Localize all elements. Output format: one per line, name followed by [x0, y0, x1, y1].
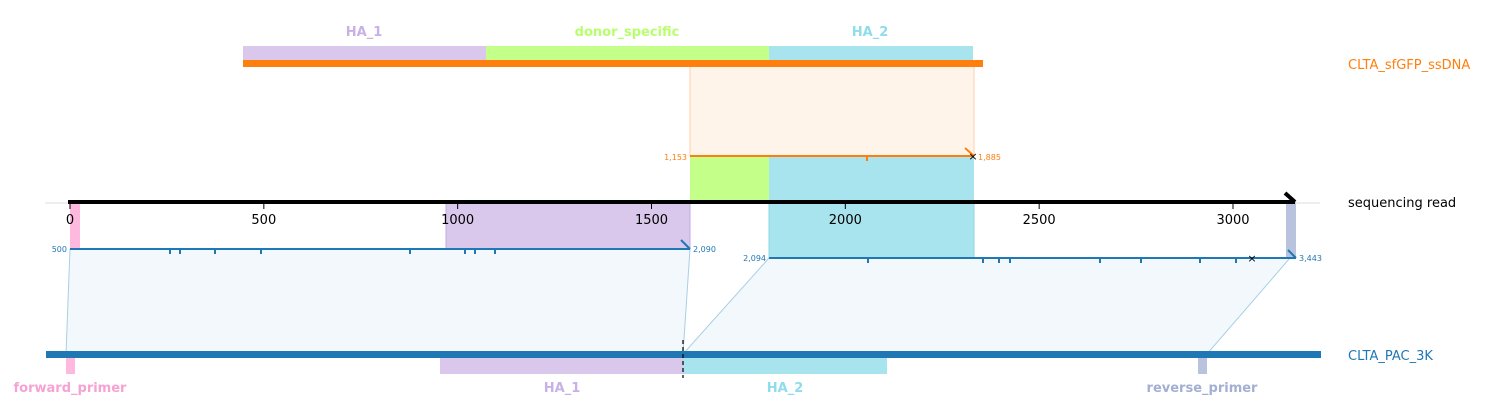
ha1-bottom-feature: [440, 358, 683, 374]
axis-tick-label-500: 500: [251, 213, 276, 228]
right-alignment-end-label: 3,443: [1299, 254, 1322, 263]
forward-primer-on-read: [70, 202, 80, 249]
reverse-primer-feature: [1198, 358, 1207, 374]
donor-specific-label: donor_specific: [575, 25, 680, 40]
right-alignment-start-label: 2,094: [743, 254, 766, 263]
forward-primer-label: forward_primer: [14, 381, 128, 396]
pac-reference-name: CLTA_PAC_3K: [1348, 349, 1433, 364]
sequencing-read-name: sequencing read: [1348, 196, 1456, 211]
axis-tick-label-0: 0: [66, 213, 74, 228]
ssdna-reference-bar: [243, 60, 983, 67]
ha2-top-feature: [769, 46, 973, 62]
top-alignment-end-label: 1,885: [978, 153, 1001, 162]
donor-on-read: [690, 156, 769, 202]
forward-primer-feature: [66, 358, 75, 374]
ha1-top-feature: [243, 46, 486, 62]
left-alignment-end-label: 2,090: [693, 245, 716, 254]
axis-tick-label-2500: 2500: [1023, 213, 1056, 228]
top-alignment-mismatch: ×: [968, 150, 977, 163]
right-alignment-mismatch: ×: [1247, 252, 1256, 265]
ha1-bottom-label: HA_1: [544, 381, 581, 396]
donor-specific-feature: [486, 46, 769, 62]
axis-tick-label-1000: 1000: [441, 213, 474, 228]
axis-ticks: 0 500 1000 1500 2000 2500 3000: [66, 204, 1250, 228]
top-alignment-start-label: 1,153: [664, 153, 687, 162]
ssdna-reference-name: CLTA_sfGFP_ssDNA: [1348, 58, 1470, 73]
axis-tick-label-3000: 3000: [1216, 213, 1249, 228]
left-alignment-start-label: 500: [52, 245, 67, 254]
ha2-on-read-upper: [769, 156, 974, 202]
top-alignment-arrowhead: [964, 147, 975, 157]
ha1-top-label: HA_1: [346, 25, 383, 40]
axis-tick-label-2000: 2000: [829, 213, 862, 228]
reverse-primer-on-read: [1286, 202, 1296, 258]
reverse-primer-label: reverse_primer: [1147, 381, 1259, 396]
right-alignment-arrowhead: [1287, 249, 1297, 259]
ha2-on-read-lower: [768, 201, 975, 259]
right-alignment-projection: [681, 257, 1292, 355]
top-alignment-projection: [689, 65, 975, 157]
ha2-top-label: HA_2: [852, 25, 889, 40]
sequencing-read-arrowhead: [1283, 191, 1297, 204]
right-alignment-ticks: [867, 258, 1237, 263]
ha1-on-read: [445, 201, 691, 250]
left-alignment-projection: [65, 248, 691, 355]
left-alignment-ticks: [169, 249, 496, 254]
ha2-bottom-feature: [683, 358, 887, 374]
axis-tick-label-1500: 1500: [635, 213, 668, 228]
ha2-bottom-label: HA_2: [767, 381, 804, 396]
left-alignment-arrowhead: [680, 239, 691, 250]
